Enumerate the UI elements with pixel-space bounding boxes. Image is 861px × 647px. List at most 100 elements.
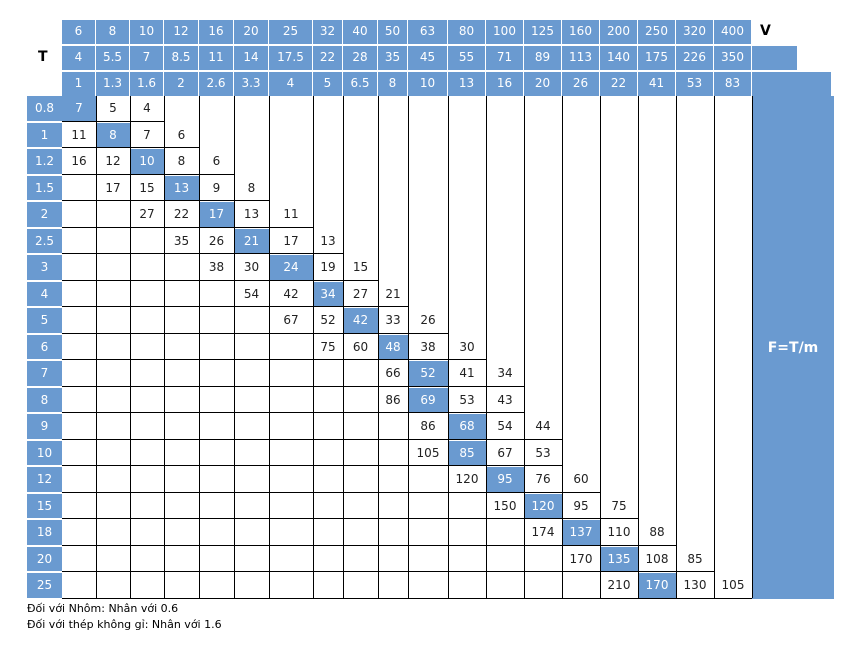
column-divider	[269, 96, 270, 598]
thickness-row-label: 9	[27, 414, 62, 439]
force-value-cell: 16	[71, 154, 87, 168]
b-header-cell: 17.5	[269, 46, 313, 70]
b-header-cell: 11	[199, 46, 234, 70]
aluminum-note: Đối với Nhôm: Nhân với 0.6	[27, 602, 179, 615]
force-value-cell: 6	[177, 128, 186, 142]
r-header-cell: 1	[62, 72, 96, 96]
force-value-cell: 38	[420, 340, 436, 354]
thickness-row-label: 6	[27, 335, 62, 359]
row-divider	[62, 439, 562, 440]
force-value-cell: 10	[130, 149, 164, 174]
force-value-cell: 170	[638, 573, 676, 598]
v-header-cell: 8	[96, 20, 130, 44]
force-value-cell: 68	[448, 414, 486, 439]
force-value-cell: 95	[486, 467, 524, 492]
row-divider	[62, 412, 524, 413]
force-value-cell: 5	[109, 101, 117, 115]
r-header-cell: 20	[524, 72, 562, 96]
column-divider	[199, 96, 200, 598]
v-header-cell: 20	[234, 20, 269, 44]
force-value-cell: 7	[62, 96, 96, 121]
r-header-cell: 16	[486, 72, 524, 96]
b-header-cell: 5.5	[96, 46, 130, 70]
column-divider	[164, 96, 165, 598]
b-header-cell: 89	[524, 46, 562, 70]
force-value-cell: 86	[420, 419, 436, 433]
force-value-cell: 210	[607, 578, 631, 592]
b-header-cell: 350	[714, 46, 752, 70]
v-header-cell: 25	[269, 20, 313, 44]
force-value-cell: 85	[687, 552, 703, 566]
force-value-cell: 120	[524, 494, 562, 518]
force-value-cell: 15	[139, 181, 155, 195]
r-header-cell: 53	[676, 72, 714, 96]
column-divider	[130, 96, 131, 598]
thickness-row-label: 20	[27, 547, 62, 571]
force-value-cell: 66	[385, 366, 401, 380]
column-divider	[448, 96, 449, 598]
r-header-cell: 8	[378, 72, 408, 96]
r-header-cell: 2	[164, 72, 199, 96]
force-value-cell: 67	[283, 313, 299, 327]
force-value-cell: 85	[448, 441, 486, 465]
v-header-cell: 80	[448, 20, 486, 44]
r-header-cell: 3.3	[234, 72, 269, 96]
row-divider	[62, 518, 638, 519]
b-header-cell: 22	[313, 46, 343, 70]
thickness-row-label: 3	[27, 255, 62, 280]
force-value-cell: 88	[649, 525, 665, 539]
b-header-cell: 175	[638, 46, 676, 70]
v-header-cell: 320	[676, 20, 714, 44]
force-value-cell: 8	[247, 181, 256, 195]
force-value-cell: 95	[573, 499, 589, 513]
force-value-cell: 150	[493, 499, 517, 513]
row-divider	[62, 253, 343, 254]
force-value-cell: 76	[535, 472, 551, 486]
b-header-cell: 8.5	[164, 46, 199, 70]
v-header-cell: 125	[524, 20, 562, 44]
v-header-cell: 160	[562, 20, 600, 44]
force-value-cell: 130	[683, 578, 707, 592]
column-divider	[524, 96, 525, 598]
force-value-cell: 13	[164, 176, 199, 200]
b-header-cell: 7	[130, 46, 164, 70]
v-header-cell: 12	[164, 20, 199, 44]
force-value-cell: 75	[320, 340, 336, 354]
force-value-cell: 135	[600, 547, 638, 571]
force-value-cell: 38	[208, 260, 225, 274]
force-value-cell: 34	[313, 282, 343, 306]
force-value-cell: 15	[352, 260, 369, 274]
row-divider	[62, 174, 234, 175]
force-value-cell: 33	[385, 313, 401, 327]
b-header-cell: 55	[448, 46, 486, 70]
force-value-cell: 42	[343, 308, 378, 333]
b-header-cell: 14	[234, 46, 269, 70]
force-value-cell: 44	[535, 419, 551, 433]
r-header-cell: 1.3	[96, 72, 130, 96]
stainless-note: Đối với thép không gỉ: Nhân với 1.6	[27, 618, 222, 631]
v-header-cell: 200	[600, 20, 638, 44]
row-divider	[62, 545, 676, 546]
v-header-cell: 100	[486, 20, 524, 44]
force-value-cell: 86	[385, 393, 401, 407]
force-value-cell: 60	[352, 340, 369, 354]
force-value-cell: 53	[459, 393, 475, 407]
force-value-cell: 13	[243, 207, 260, 221]
force-value-cell: 17	[105, 181, 121, 195]
thickness-row-label: 1.5	[27, 176, 62, 200]
thickness-row-label: 7	[27, 361, 62, 386]
r-header-cell: 5	[313, 72, 343, 96]
b-header-cell: 45	[408, 46, 448, 70]
column-divider	[600, 96, 601, 598]
force-value-cell: 54	[497, 419, 513, 433]
row-divider	[62, 333, 448, 334]
column-divider	[378, 96, 379, 598]
b-header-cell: 28	[343, 46, 378, 70]
column-divider	[638, 96, 639, 598]
thickness-row-label: 1.2	[27, 149, 62, 174]
force-value-cell: 137	[562, 520, 600, 545]
column-divider	[714, 96, 715, 598]
thickness-row-label: 25	[27, 573, 62, 598]
force-value-cell: 17	[283, 234, 299, 248]
